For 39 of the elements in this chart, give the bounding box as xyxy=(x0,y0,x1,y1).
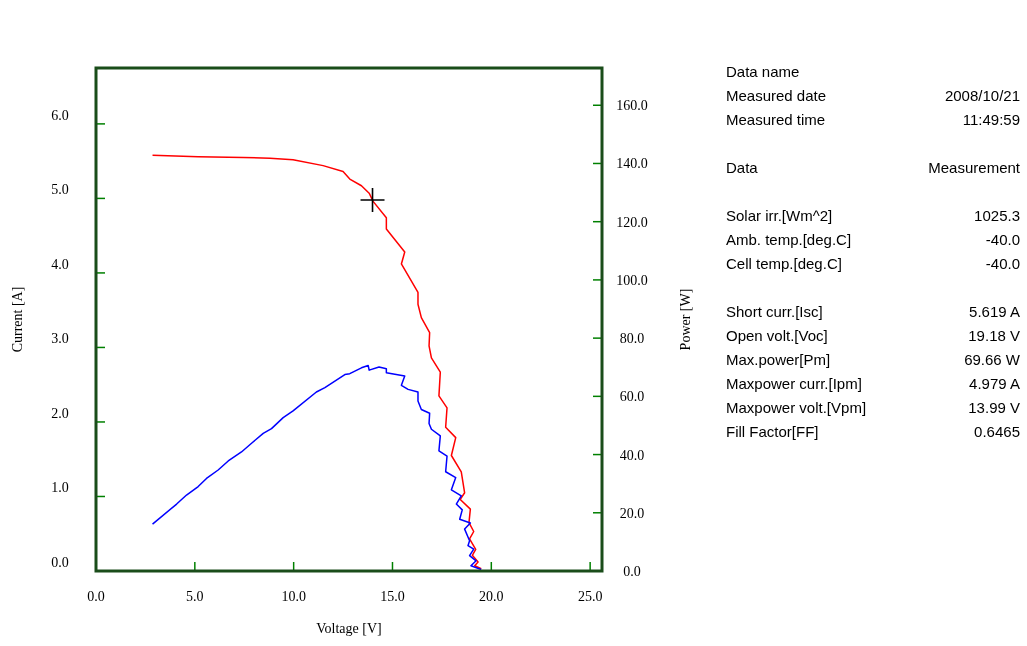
y-tick-label: 3.0 xyxy=(51,331,69,347)
x-tick-label: 20.0 xyxy=(479,589,504,604)
x-tick-label: 25.0 xyxy=(577,589,603,604)
text: Maxpower volt.[Vpm] 13.99 V xyxy=(726,399,1020,416)
text: Cell temp.[deg.C] -40.0 xyxy=(726,255,1020,272)
y-tick-label: 2.0 xyxy=(51,405,69,421)
text: Open volt.[Voc] 19.18 V xyxy=(726,327,1020,344)
y2-tick-label: 140.0 xyxy=(616,156,648,172)
y2-tick-label: 80.0 xyxy=(619,331,645,347)
y2-tick-label: 120.0 xyxy=(616,214,648,230)
y2-tick-label: 0.0 xyxy=(623,564,641,579)
text: Max.power[Pm] 69.66 W xyxy=(726,351,1020,368)
text: Data Measurement xyxy=(726,159,1020,176)
y-tick-label: 0.0 xyxy=(51,555,69,570)
y-tick-label: 1.0 xyxy=(51,480,69,496)
text: Measured date 2008/10/21 xyxy=(726,87,1020,104)
text: Solar irr.[Wm^2] 1025.3 xyxy=(726,207,1020,224)
x-axis-title: Voltage [V] xyxy=(316,621,382,636)
line-series xyxy=(151,364,482,571)
text: Measured time 11:49:59 xyxy=(726,111,1020,128)
x-tick-label: 10.0 xyxy=(281,589,306,604)
y2-tick-label: 20.0 xyxy=(619,505,645,521)
text: Fill Factor[FF] 0.6465 xyxy=(726,423,1020,440)
y-tick-label: 4.0 xyxy=(51,256,69,272)
y-tick-label: 5.0 xyxy=(51,182,69,198)
y2-tick-label: 100.0 xyxy=(616,272,648,288)
text: Short curr.[Isc] 5.619 A xyxy=(726,303,1020,320)
text: Data name xyxy=(726,63,800,80)
text: Amb. temp.[deg.C] -40.0 xyxy=(726,231,1020,248)
x-tick-label: 5.0 xyxy=(186,589,204,604)
x-tick-label: 0.0 xyxy=(87,589,105,604)
x-tick-label: 15.0 xyxy=(380,589,405,604)
y2-tick-label: 160.0 xyxy=(616,98,648,114)
y2-tick-label: 40.0 xyxy=(619,447,645,463)
y2-axis-title: Power [W] xyxy=(678,288,693,351)
y-axis-title: Current [A] xyxy=(10,286,25,353)
text: Maxpower curr.[Ipm] 4.979 A xyxy=(726,375,1020,392)
y-tick-label: 6.0 xyxy=(51,107,69,123)
y2-tick-label: 60.0 xyxy=(619,389,645,405)
